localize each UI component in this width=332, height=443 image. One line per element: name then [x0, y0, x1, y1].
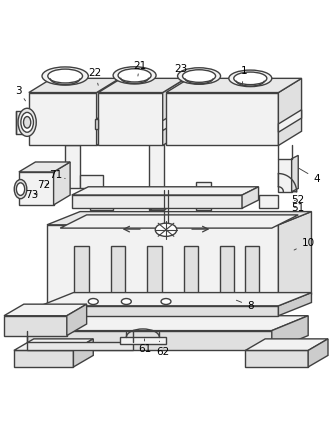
Polygon shape — [245, 339, 328, 350]
Polygon shape — [95, 119, 98, 129]
Polygon shape — [27, 342, 133, 350]
Text: 10: 10 — [294, 238, 315, 250]
Polygon shape — [53, 162, 70, 205]
Polygon shape — [279, 78, 301, 145]
Polygon shape — [97, 105, 120, 129]
Text: 8: 8 — [236, 300, 254, 311]
Ellipse shape — [229, 70, 272, 87]
Polygon shape — [29, 93, 97, 145]
Polygon shape — [279, 110, 301, 132]
Polygon shape — [184, 246, 198, 299]
Polygon shape — [166, 93, 279, 145]
Polygon shape — [163, 106, 186, 131]
Polygon shape — [16, 111, 31, 134]
Ellipse shape — [178, 68, 220, 84]
Polygon shape — [72, 195, 242, 208]
Ellipse shape — [48, 69, 83, 83]
Polygon shape — [279, 174, 296, 192]
Text: 23: 23 — [174, 64, 188, 80]
Polygon shape — [272, 316, 308, 350]
Ellipse shape — [88, 299, 98, 304]
Polygon shape — [19, 172, 53, 205]
Polygon shape — [245, 350, 308, 367]
Polygon shape — [98, 93, 163, 145]
Ellipse shape — [113, 67, 156, 84]
Ellipse shape — [155, 223, 177, 237]
Text: 62: 62 — [156, 341, 169, 357]
Polygon shape — [259, 195, 279, 208]
Text: 73: 73 — [26, 190, 39, 200]
Text: 71: 71 — [48, 170, 65, 180]
Polygon shape — [149, 137, 164, 210]
Text: 21: 21 — [133, 61, 146, 76]
Ellipse shape — [24, 117, 31, 128]
Polygon shape — [220, 246, 234, 299]
Polygon shape — [74, 246, 89, 299]
Text: 1: 1 — [240, 66, 247, 85]
Text: 3: 3 — [16, 86, 26, 101]
Polygon shape — [41, 292, 311, 306]
Polygon shape — [73, 339, 93, 367]
Ellipse shape — [122, 299, 131, 304]
Polygon shape — [308, 339, 328, 367]
Polygon shape — [80, 175, 103, 188]
Polygon shape — [196, 182, 210, 210]
Ellipse shape — [118, 69, 151, 82]
Text: 52: 52 — [291, 195, 305, 205]
Polygon shape — [41, 306, 279, 316]
Polygon shape — [147, 246, 162, 299]
Polygon shape — [47, 225, 279, 307]
Text: 61: 61 — [138, 339, 151, 354]
Polygon shape — [65, 145, 80, 188]
Polygon shape — [149, 206, 169, 210]
Polygon shape — [163, 78, 186, 145]
Polygon shape — [19, 162, 70, 172]
Ellipse shape — [42, 67, 88, 85]
Text: 22: 22 — [88, 68, 102, 85]
Polygon shape — [97, 78, 120, 145]
Polygon shape — [98, 78, 186, 93]
Polygon shape — [14, 339, 93, 350]
Ellipse shape — [18, 108, 36, 136]
Polygon shape — [242, 187, 259, 208]
Polygon shape — [100, 188, 113, 208]
Polygon shape — [4, 304, 87, 316]
Polygon shape — [166, 78, 301, 93]
Polygon shape — [27, 316, 308, 330]
Polygon shape — [14, 350, 73, 367]
Ellipse shape — [234, 72, 267, 85]
Polygon shape — [120, 337, 166, 344]
Polygon shape — [90, 202, 113, 210]
Text: 72: 72 — [37, 180, 50, 190]
Polygon shape — [47, 212, 311, 225]
Ellipse shape — [183, 70, 215, 82]
Ellipse shape — [21, 113, 34, 132]
Ellipse shape — [16, 183, 25, 195]
Text: 51: 51 — [291, 203, 305, 213]
Polygon shape — [60, 215, 298, 228]
Polygon shape — [67, 304, 87, 335]
Polygon shape — [291, 155, 298, 192]
Polygon shape — [279, 212, 311, 307]
Polygon shape — [27, 330, 272, 350]
Text: 4: 4 — [299, 168, 320, 183]
Polygon shape — [279, 292, 311, 316]
Polygon shape — [29, 78, 120, 93]
Polygon shape — [72, 187, 259, 195]
Polygon shape — [111, 246, 125, 299]
Ellipse shape — [14, 179, 27, 199]
Polygon shape — [279, 159, 291, 192]
Ellipse shape — [161, 299, 171, 304]
Polygon shape — [245, 246, 259, 299]
Polygon shape — [4, 316, 67, 335]
